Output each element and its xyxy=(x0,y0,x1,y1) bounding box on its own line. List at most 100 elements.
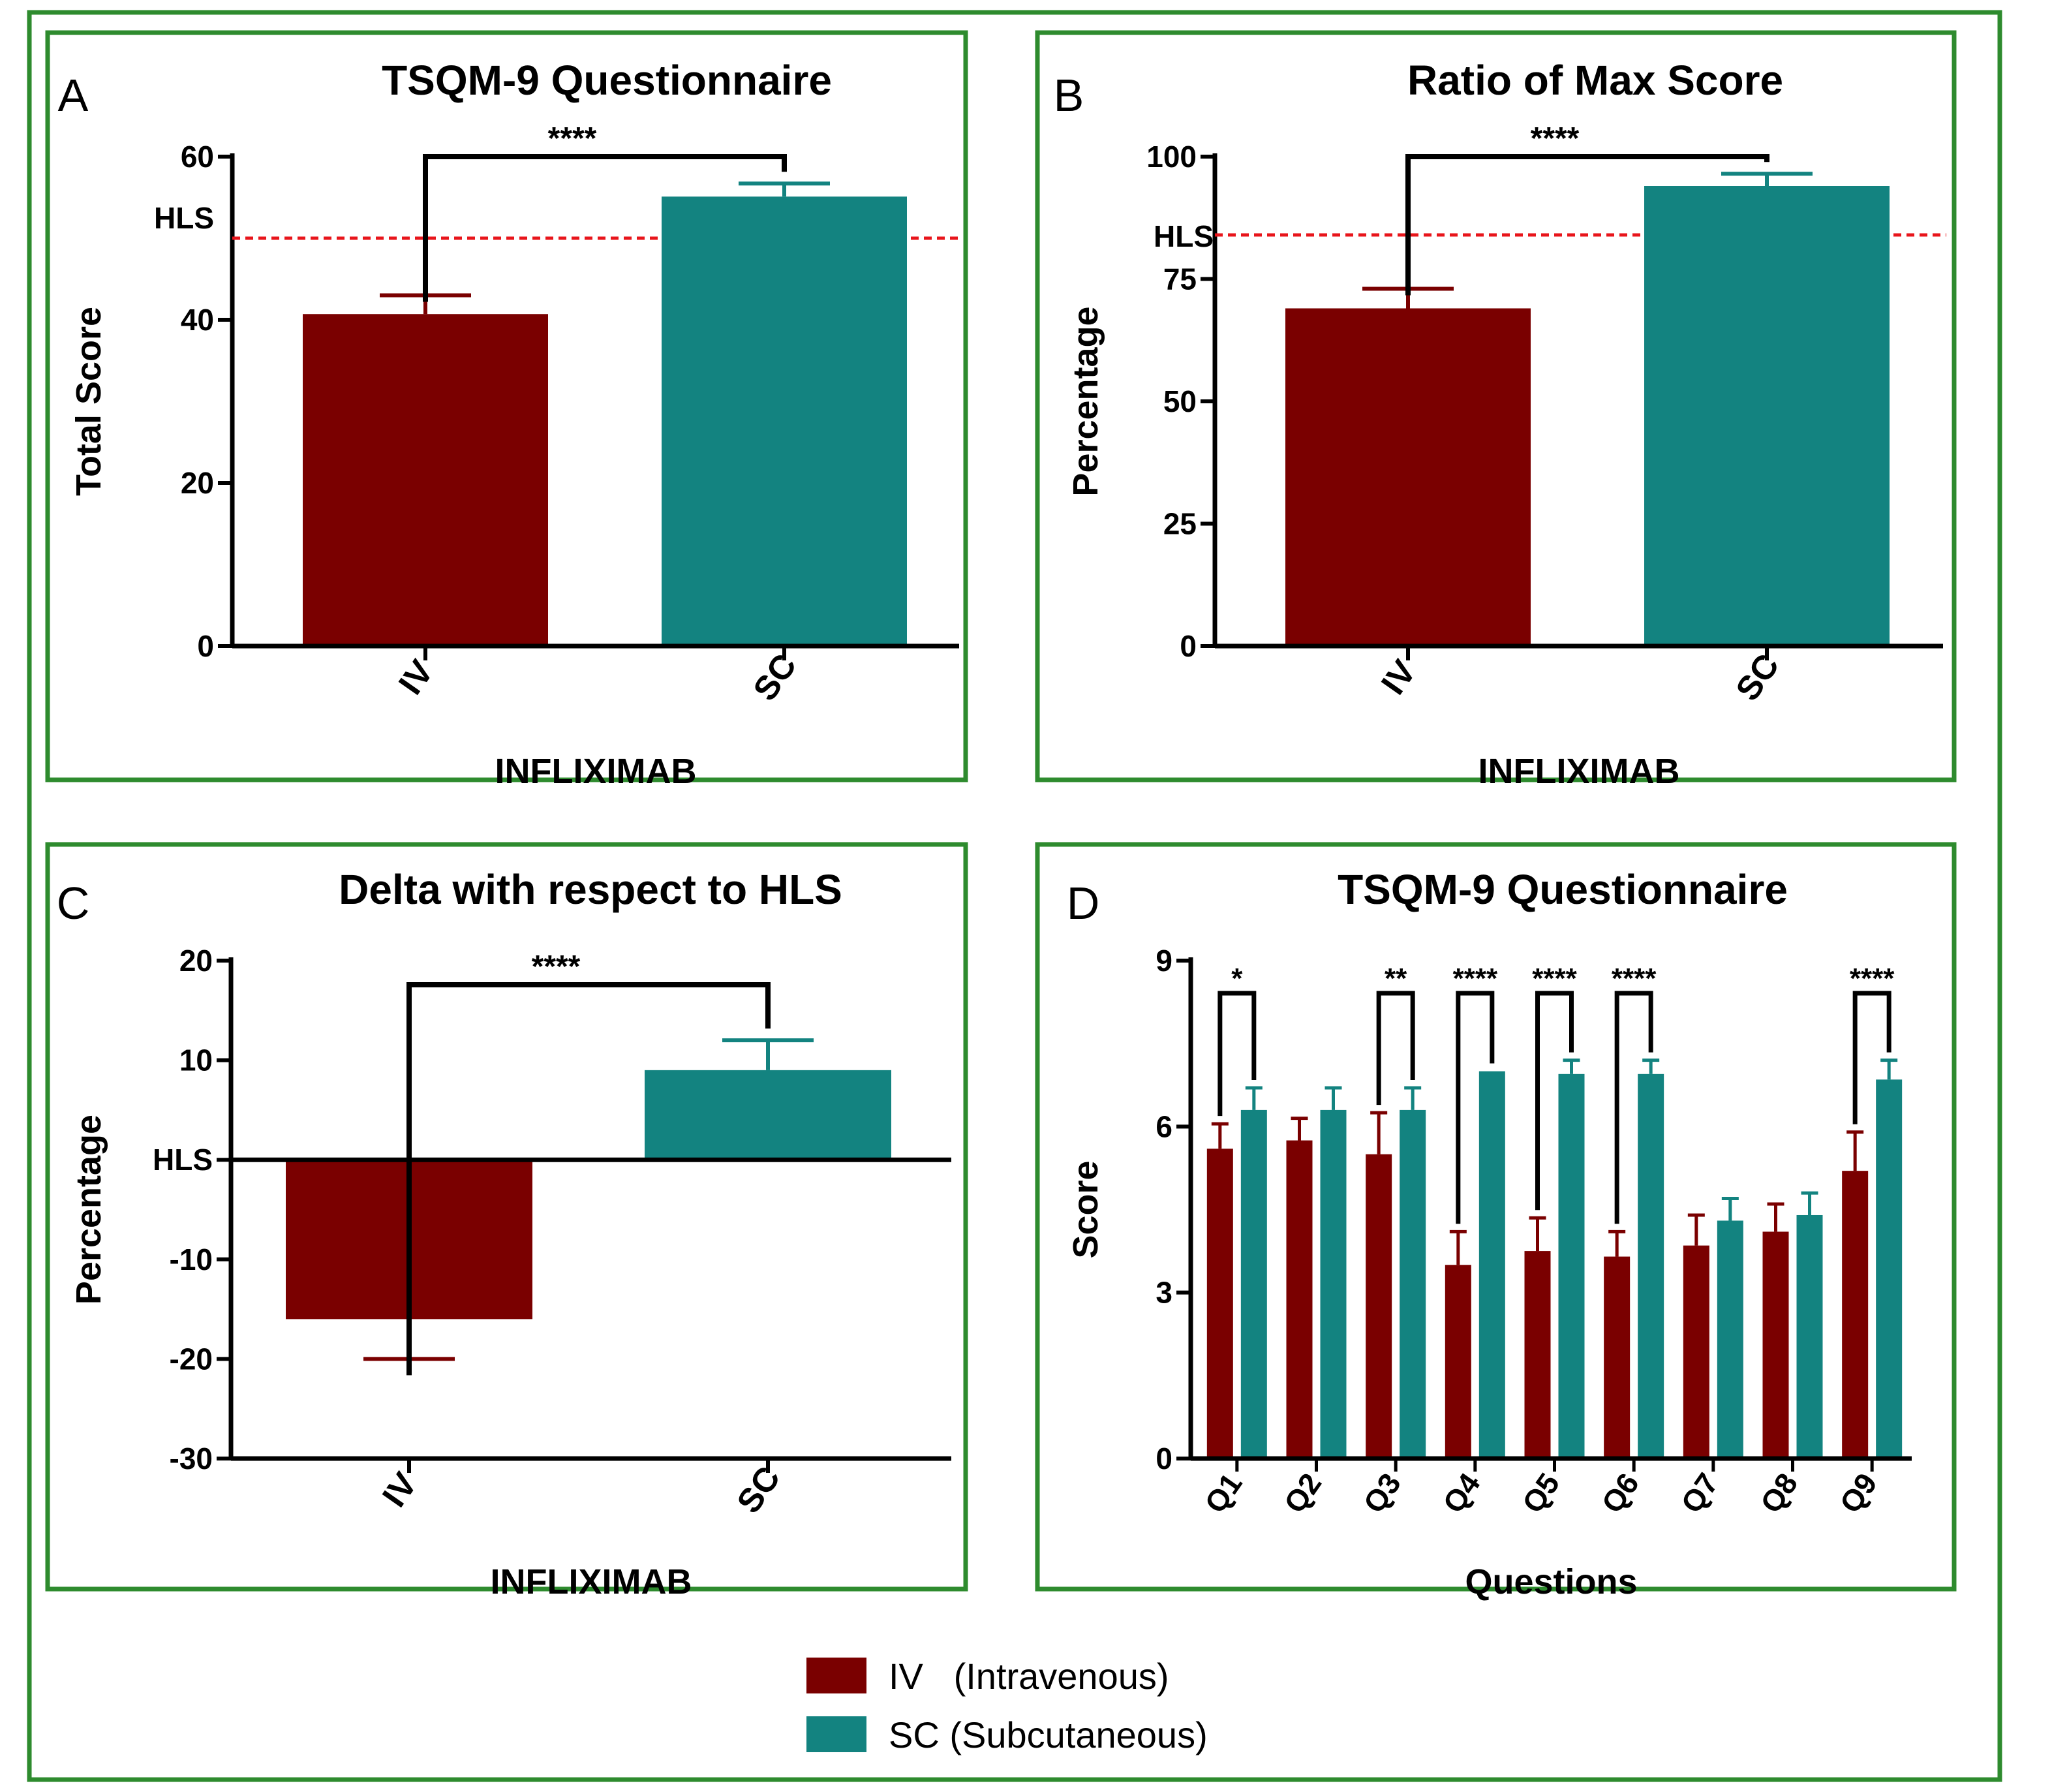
y-tick-label: 0 xyxy=(197,629,214,663)
hls-label: HLS xyxy=(154,201,214,235)
legend-sc-label: SC (Subcutaneous) xyxy=(889,1714,1208,1755)
panel-letter: A xyxy=(58,70,89,121)
bar-q8-sc xyxy=(1796,1214,1823,1459)
chart-title: Ratio of Max Score xyxy=(1407,57,1783,104)
x-axis-label: Questions xyxy=(1465,1562,1637,1601)
bar-sc xyxy=(662,196,907,646)
significance-label: **** xyxy=(1532,963,1577,995)
significance-bracket xyxy=(1456,991,1495,1224)
legend-iv-swatch xyxy=(806,1658,866,1693)
x-tick-label: Q6 xyxy=(1595,1467,1646,1519)
panel-letter: C xyxy=(57,878,90,929)
bar-q5-iv xyxy=(1524,1251,1551,1459)
x-tick-label: SC xyxy=(730,1460,788,1520)
x-tick-label: Q4 xyxy=(1436,1466,1487,1519)
panel-d: D TSQM-9 Questionnaire 0 3 6 9 Score Questions Q… xyxy=(1035,842,1957,1601)
significance-bracket xyxy=(1614,991,1653,1224)
significance-bracket xyxy=(406,982,771,1376)
y-tick-label: 20 xyxy=(179,944,213,978)
bar-sc xyxy=(1644,186,1890,646)
legend-iv-label: IV (Intravenous) xyxy=(889,1656,1169,1697)
bar-q4-iv xyxy=(1445,1265,1471,1459)
panel-a: A TSQM-9 Questionnaire 0 20 40 60 Total Score I… xyxy=(45,30,968,791)
panel-frame xyxy=(45,30,968,782)
x-axis-label: INFLIXIMAB xyxy=(491,1562,692,1601)
y-tick-label: 6 xyxy=(1156,1109,1172,1143)
significance-bracket xyxy=(1376,991,1415,1105)
x-tick-label: Q9 xyxy=(1833,1467,1884,1519)
x-tick-label: Q7 xyxy=(1674,1467,1725,1519)
bar-q2-iv xyxy=(1286,1140,1313,1459)
x-axis-label: INFLIXIMAB xyxy=(1478,752,1680,791)
x-tick-label: Q5 xyxy=(1515,1467,1566,1519)
y-tick-label: 0 xyxy=(1156,1442,1172,1475)
chart-title: TSQM-9 Questionnaire xyxy=(1338,866,1788,913)
x-axis-label: INFLIXIMAB xyxy=(495,752,697,791)
chart-title: Delta with respect to HLS xyxy=(339,866,842,913)
panel-frame xyxy=(45,842,968,1592)
y-tick-label: 40 xyxy=(181,303,214,337)
bar-sc xyxy=(645,1070,891,1160)
x-tick-label: IV xyxy=(1374,653,1424,702)
y-tick-label: 3 xyxy=(1156,1276,1172,1310)
bar-q6-sc xyxy=(1638,1074,1664,1459)
bar-q1-sc xyxy=(1240,1109,1267,1459)
y-tick-label: 75 xyxy=(1163,262,1197,296)
legend-sc-swatch xyxy=(806,1716,866,1752)
significance-label: **** xyxy=(548,121,597,156)
y-tick-label: -20 xyxy=(170,1342,213,1376)
y-tick-label: -30 xyxy=(170,1442,213,1475)
significance-bracket xyxy=(423,154,787,302)
y-tick-label: 10 xyxy=(179,1043,213,1077)
outer-frame xyxy=(27,10,2002,1782)
bar-q4-sc xyxy=(1478,1071,1505,1459)
significance-bracket xyxy=(1405,154,1769,296)
bar-q9-iv xyxy=(1842,1171,1869,1459)
bar-q6-iv xyxy=(1604,1256,1631,1459)
significance-bracket xyxy=(1852,991,1891,1124)
significance-label: * xyxy=(1231,963,1243,995)
y-tick-label: 100 xyxy=(1146,140,1197,174)
panel-frame xyxy=(1035,30,1957,782)
significance-bracket xyxy=(1217,991,1257,1117)
legend: IV (Intravenous) SC (Subcutaneous) xyxy=(806,1656,1208,1755)
significance-label: ** xyxy=(1385,963,1407,995)
bar-q3-sc xyxy=(1400,1109,1426,1459)
y-tick-label: 20 xyxy=(181,466,214,500)
significance-label: **** xyxy=(532,950,581,984)
bar-q7-iv xyxy=(1683,1245,1709,1459)
y-tick-label: 0 xyxy=(1180,629,1197,663)
x-tick-label: IV xyxy=(375,1466,425,1514)
y-tick-label: 50 xyxy=(1163,384,1197,418)
hls-label: HLS xyxy=(1154,219,1214,253)
y-tick-label: 25 xyxy=(1163,507,1197,541)
significance-label: **** xyxy=(1453,963,1498,995)
significance-label: **** xyxy=(1850,963,1895,995)
x-tick-label: Q2 xyxy=(1277,1467,1328,1519)
y-axis-label: Total Score xyxy=(69,307,108,496)
y-axis-label: Percentage xyxy=(1066,306,1105,496)
x-tick-label: Q3 xyxy=(1356,1467,1407,1519)
panel-letter: B xyxy=(1054,70,1084,121)
panel-frame xyxy=(1035,842,1957,1592)
bar-q9-sc xyxy=(1876,1079,1903,1459)
bar-iv xyxy=(1285,308,1531,646)
significance-label: **** xyxy=(1531,121,1580,156)
bar-q8-iv xyxy=(1762,1231,1789,1459)
y-tick-label: HLS xyxy=(153,1143,213,1177)
y-axis-label: Percentage xyxy=(69,1115,108,1305)
bar-q3-iv xyxy=(1366,1154,1392,1459)
x-tick-label: IV xyxy=(391,653,441,702)
significance-label: **** xyxy=(1612,963,1657,995)
y-tick-label: 60 xyxy=(181,140,214,174)
panel-c: C Delta with respect to HLS -30 -20 -10 HLS 10… xyxy=(45,842,968,1601)
x-tick-label: SC xyxy=(746,647,804,707)
bar-q1-iv xyxy=(1206,1149,1233,1459)
significance-bracket xyxy=(1535,991,1574,1211)
x-tick-label: SC xyxy=(1729,647,1787,707)
y-tick-label: 9 xyxy=(1156,944,1172,978)
x-tick-label: Q1 xyxy=(1198,1467,1249,1519)
y-axis-label: Score xyxy=(1066,1160,1105,1258)
y-tick-label: -10 xyxy=(170,1243,213,1276)
